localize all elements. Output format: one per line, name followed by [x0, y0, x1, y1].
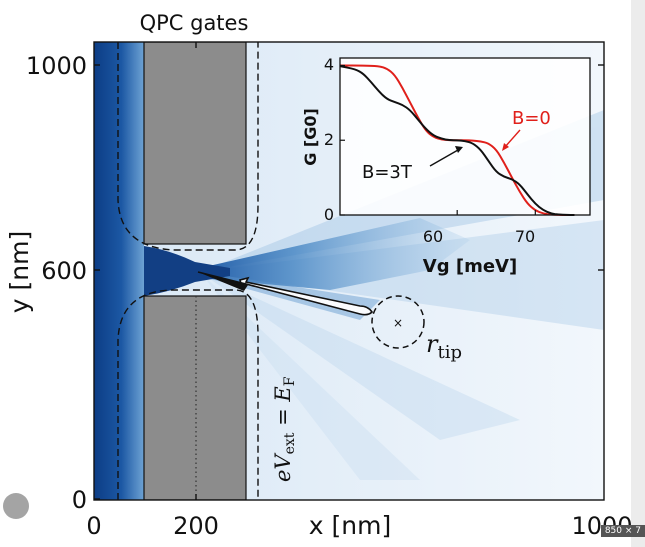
- b0-pointer-head: [502, 143, 509, 151]
- inset-plot: 60 70 0 2 4 Vg [meV] G [G0] B=0 B=3T: [301, 55, 591, 277]
- page-edge-strip: [631, 0, 645, 547]
- y-tick-label: 600: [41, 257, 87, 285]
- tip-arrow: [239, 276, 374, 316]
- upper-contour: [117, 42, 259, 251]
- lower-gate: [143, 295, 247, 500]
- inset-frame: [339, 57, 591, 216]
- inset-y-tick-label: 4: [324, 55, 334, 74]
- transmitted-beam: [200, 218, 470, 290]
- series-label-b0: B=0: [512, 108, 551, 129]
- x-tick-label: 0: [86, 512, 101, 540]
- inset-x-tick-label: 60: [423, 227, 443, 246]
- lower-contour: [117, 289, 259, 500]
- inset-y-tick-label: 2: [324, 130, 334, 149]
- svg-text:eVext = EF: eVext = EF: [271, 376, 298, 482]
- potential-label: eVext = EF: [271, 376, 298, 482]
- b0-pointer: [504, 129, 521, 148]
- tip-center-mark: ×: [393, 316, 403, 330]
- y-tick-label: 1000: [26, 52, 87, 80]
- b3t-pointer: [429, 149, 459, 167]
- x-axis-label: x [nm]: [309, 511, 391, 540]
- series-label-b3t: B=3T: [362, 162, 413, 183]
- inset-y-axis-label: G [G0]: [301, 108, 320, 166]
- plot-frame: [93, 41, 605, 501]
- inset-x-tick-label: 70: [515, 227, 535, 246]
- tip-arrow-stem: [197, 271, 247, 285]
- series-line-b3t: [339, 65, 575, 216]
- y-tick-label: 0: [72, 486, 87, 514]
- left-lead: [94, 42, 144, 500]
- tip-arrow-head: [198, 272, 248, 291]
- inset-tick-group: [340, 64, 536, 216]
- tip-circle: [371, 295, 425, 349]
- y-axis-label: y [nm]: [5, 231, 34, 313]
- inset-background: [340, 58, 590, 215]
- upper-gate: [143, 42, 247, 245]
- plot-title: QPC gates: [140, 11, 249, 35]
- b3t-pointer-head: [455, 146, 463, 153]
- qpc-channel: [144, 246, 230, 296]
- image-size-badge: 850 × 7: [600, 525, 645, 537]
- y-ticks: [94, 64, 604, 500]
- inset-series-group: [339, 64, 575, 216]
- x-tick-label: 200: [173, 512, 219, 540]
- image-search-lens-icon[interactable]: [3, 493, 29, 519]
- inset-y-tick-label: 0: [324, 205, 334, 224]
- inset-x-axis-label: Vg [meV]: [423, 256, 517, 277]
